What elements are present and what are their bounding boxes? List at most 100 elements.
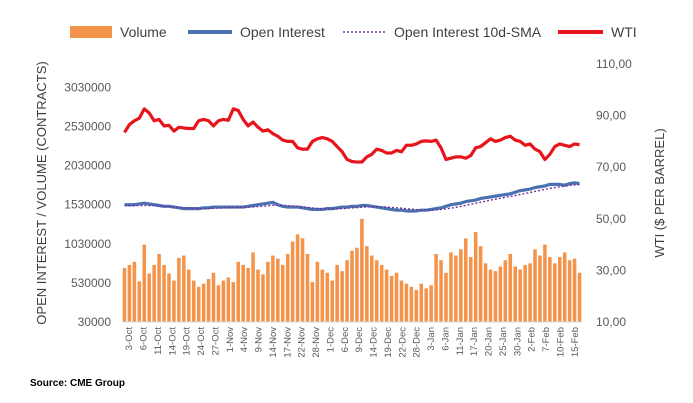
volume-bar xyxy=(429,285,433,322)
volume-bars xyxy=(122,218,582,322)
x-tick-label: 14-Dec xyxy=(369,327,380,358)
volume-bar xyxy=(473,232,478,322)
volume-bar xyxy=(562,252,567,322)
wti-line xyxy=(123,107,580,164)
y-left-tick-label: 2030000 xyxy=(64,159,111,173)
volume-bar xyxy=(459,249,463,322)
x-tick-label: 15-Feb xyxy=(570,327,581,357)
volume-bar xyxy=(315,261,320,322)
volume-bar xyxy=(186,269,191,322)
x-tick-label: 11-Jan xyxy=(455,327,466,355)
volume-bar xyxy=(271,255,275,322)
legend-volume-label: Volume xyxy=(120,24,167,40)
volume-bar xyxy=(206,279,211,322)
volume-bar xyxy=(211,272,216,322)
volume-bar xyxy=(191,280,196,322)
volume-bar xyxy=(147,273,151,322)
volume-bar xyxy=(463,238,468,322)
x-tick-label: 17-Nov xyxy=(282,327,293,358)
volume-bar xyxy=(236,261,241,322)
volume-bar xyxy=(251,252,255,322)
volume-bar xyxy=(513,266,518,322)
volume-bar xyxy=(533,249,537,322)
legend-wti-label: WTI xyxy=(611,24,637,40)
x-tick-label: 14-Oct xyxy=(167,327,178,356)
volume-bar xyxy=(246,268,250,322)
volume-bar xyxy=(498,266,503,322)
volume-bar xyxy=(577,272,582,322)
volume-bar xyxy=(157,253,161,322)
series-lines xyxy=(123,107,580,213)
volume-bar xyxy=(518,269,522,322)
x-tick-label: 1-Nov xyxy=(225,327,236,353)
x-tick-label: 3-Oct xyxy=(124,327,135,351)
x-tick-label: 9-Dec xyxy=(354,327,365,353)
legend-oi-sma-label: Open Interest 10d-SMA xyxy=(394,24,542,40)
volume-bar xyxy=(434,253,438,322)
volume-bar xyxy=(384,269,389,322)
volume-bar xyxy=(137,281,142,322)
volume-bar xyxy=(404,283,409,322)
volume-bar xyxy=(414,289,419,322)
legend-volume-swatch xyxy=(70,26,112,38)
source-note: Source: CME Group xyxy=(30,378,125,389)
volume-bar xyxy=(231,282,236,322)
volume-bar xyxy=(553,263,557,322)
y-right-tick-label: 110,00 xyxy=(596,57,632,71)
y-left-tick-label: 30000 xyxy=(78,315,112,329)
volume-bar xyxy=(439,260,443,322)
volume-bar xyxy=(300,238,305,322)
volume-bar xyxy=(503,260,508,322)
volume-bar xyxy=(261,274,265,322)
volume-bar xyxy=(256,269,260,322)
volume-bar xyxy=(276,258,280,322)
volume-bar xyxy=(355,247,359,322)
volume-bar xyxy=(508,253,513,322)
volume-bar xyxy=(538,255,542,322)
y-left-tick-label: 1030000 xyxy=(64,237,111,251)
volume-bar xyxy=(345,260,349,322)
y-axis-right-ticks: 10,00 30,00 50,00 70,00 90,00 110,00 xyxy=(596,57,632,329)
volume-bar xyxy=(172,280,176,322)
volume-bar xyxy=(350,250,354,322)
volume-bar xyxy=(449,252,453,322)
x-tick-label: 7-Feb xyxy=(541,327,552,352)
y-right-tick-label: 70,00 xyxy=(596,160,626,174)
y-right-tick-label: 50,00 xyxy=(596,212,626,226)
volume-bar xyxy=(290,241,295,322)
volume-bar xyxy=(478,246,483,322)
volume-bar xyxy=(330,280,334,322)
x-tick-label: 10-Feb xyxy=(555,327,566,357)
volume-bar xyxy=(360,218,364,322)
volume-bar xyxy=(374,260,379,322)
y-left-tick-label: 1530000 xyxy=(64,198,111,212)
y-axis-left-ticks: 30000 530000 1030000 1530000 2030000 2530000 3… xyxy=(64,80,111,329)
volume-bar xyxy=(132,261,137,322)
x-tick-label: 2-Feb xyxy=(527,327,538,352)
volume-bar xyxy=(182,255,186,322)
volume-bar xyxy=(409,286,414,322)
volume-bar xyxy=(241,264,245,322)
y-right-tick-label: 30,00 xyxy=(596,263,626,277)
open-interest-sma-line xyxy=(124,183,580,211)
volume-bar xyxy=(468,257,473,322)
volume-bar xyxy=(548,257,552,322)
x-tick-label: 3-Jan xyxy=(426,327,437,351)
volume-bar xyxy=(320,269,325,322)
volume-bar xyxy=(365,246,369,322)
x-tick-label: 11-Oct xyxy=(153,327,164,355)
volume-bar xyxy=(325,272,330,322)
volume-bar xyxy=(399,280,404,322)
legend-open-interest-label: Open Interest xyxy=(240,24,325,40)
volume-bar xyxy=(142,244,147,322)
open-interest-line xyxy=(124,181,580,213)
volume-bar xyxy=(127,264,132,322)
volume-bar xyxy=(370,255,374,322)
volume-bar xyxy=(523,264,527,322)
volume-bar xyxy=(305,253,310,322)
x-tick-label: 20-Jan xyxy=(484,327,495,356)
volume-bar xyxy=(394,272,399,322)
y-left-tick-label: 2530000 xyxy=(64,120,111,134)
legend: Volume Open Interest Open Interest 10d-S… xyxy=(70,24,637,40)
x-tick-label: 6-Dec xyxy=(340,327,351,353)
